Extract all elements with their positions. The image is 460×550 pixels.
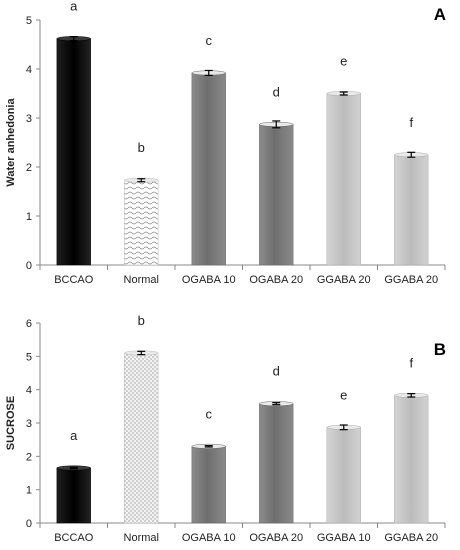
bar-ggaba-20 [394, 154, 429, 266]
significance-letter: b [138, 140, 145, 155]
error-bar [204, 445, 213, 448]
significance-letter: c [206, 33, 213, 48]
y-tick-label: 5 [26, 351, 32, 363]
bar-ggaba-20 [326, 93, 361, 266]
x-tick-label: GGABA 20 [384, 532, 438, 544]
y-tick-label: 3 [26, 418, 32, 430]
significance-letter: d [273, 364, 280, 379]
error-bar [272, 120, 281, 129]
bar-normal [124, 352, 159, 524]
y-tick-label: 0 [26, 518, 32, 530]
bar-ogaba-10 [191, 446, 226, 524]
bar-ogaba-20 [259, 124, 294, 266]
x-tick-label: BCCAO [54, 274, 94, 286]
significance-letter: a [70, 0, 78, 14]
y-tick-label: 0 [26, 260, 32, 272]
error-bar [69, 36, 78, 42]
y-tick-label: 4 [26, 385, 32, 397]
x-tick-label: Normal [124, 274, 159, 286]
chart-panel-a: 0 1 2 3 4 5 a BCCAO b Normal c OGABA 10 d OGABA 20 e GG… [5, 0, 446, 286]
significance-letter: f [409, 115, 413, 130]
significance-letter: e [340, 387, 347, 402]
significance-letter: a [70, 428, 78, 443]
error-bar [69, 466, 78, 470]
error-bar [339, 91, 348, 96]
error-bar [272, 402, 281, 406]
x-tick-label: BCCAO [54, 532, 94, 544]
x-tick-label: GGABA 20 [384, 274, 438, 286]
y-tick-label: 5 [26, 15, 32, 27]
chart-panel-b: 0 1 2 3 4 5 6 a BCCAO b Normal c OGABA 10 d OGABA 20 e G… [5, 313, 446, 544]
significance-letter: d [273, 84, 280, 99]
y-axis-title: Water anhedonia [5, 98, 17, 187]
y-tick-label: 2 [26, 451, 32, 463]
error-bar [137, 178, 146, 183]
error-bar [137, 350, 146, 356]
bar-bccao [56, 467, 91, 524]
significance-letter: c [206, 406, 213, 421]
error-bar [204, 69, 213, 76]
y-tick-label: 3 [26, 113, 32, 125]
panel-label: A [434, 5, 446, 24]
bar-normal [124, 179, 159, 266]
bar-ggaba-10 [326, 427, 361, 524]
bar-ggaba-20 [394, 395, 429, 524]
x-tick-label: OGABA 10 [182, 274, 236, 286]
y-axis-title: SUCROSE [5, 396, 17, 450]
significance-letter: f [409, 355, 413, 370]
error-bar [407, 393, 416, 398]
significance-letter: b [138, 313, 145, 328]
bar-ogaba-10 [191, 72, 226, 266]
x-tick-label: OGABA 20 [249, 274, 303, 286]
error-bar [339, 424, 348, 431]
y-tick-label: 6 [26, 318, 32, 330]
bar-bccao [56, 38, 91, 266]
error-bar [407, 151, 416, 158]
x-tick-label: OGABA 10 [182, 532, 236, 544]
y-tick-label: 1 [26, 485, 32, 497]
x-tick-label: GGABA 20 [317, 274, 371, 286]
y-tick-label: 1 [26, 211, 32, 223]
y-tick-label: 4 [26, 64, 32, 76]
x-tick-label: OGABA 20 [249, 532, 303, 544]
panel-label: B [434, 340, 446, 359]
x-tick-label: Normal [124, 532, 159, 544]
x-tick-label: GGABA 10 [317, 532, 371, 544]
y-tick-label: 2 [26, 162, 32, 174]
bar-ogaba-20 [259, 403, 294, 524]
significance-letter: e [340, 54, 347, 69]
